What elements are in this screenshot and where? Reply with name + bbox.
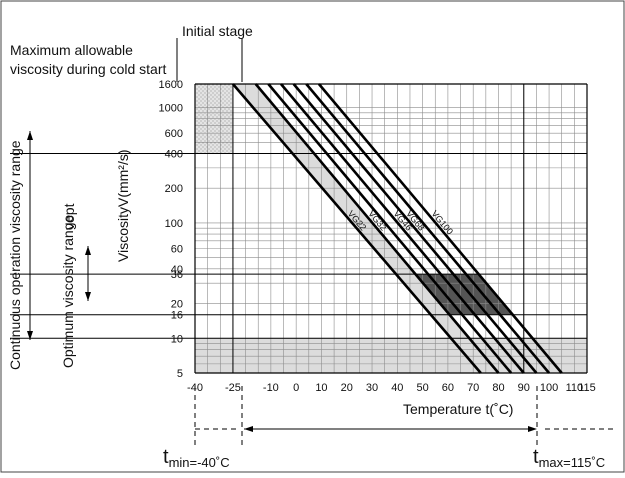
viscosity-line <box>256 84 499 373</box>
tmin-sub: min=-40˚C <box>169 455 230 470</box>
y-tick-label: 1000 <box>159 103 183 115</box>
vg22-vg32-band <box>233 84 499 373</box>
x-tick-label: 80 <box>492 382 504 394</box>
x-axis-title: Temperature t(˚C) <box>403 401 513 417</box>
operating-range-arrow-right <box>528 426 537 432</box>
y-tick-label: 200 <box>165 183 183 195</box>
tmin-label: tmin=-40˚C <box>163 446 230 470</box>
viscosity-line <box>268 84 511 373</box>
optimum-range-arrow-up <box>85 246 91 255</box>
operating-range-arrow-left <box>244 426 253 432</box>
y-axis-title: ViscosityV(mm²/s) <box>115 149 131 262</box>
y-axis-title-text: Viscosity <box>115 207 131 262</box>
x-tick-label: 40 <box>391 382 403 394</box>
y-tick-label: 36 <box>171 269 183 281</box>
x-tick-label: 50 <box>416 382 428 394</box>
tmax-label: tmax=115˚C <box>533 446 605 470</box>
viscosity-line <box>281 84 524 373</box>
x-tick-label: 20 <box>341 382 353 394</box>
y-tick-label: 16 <box>171 310 183 322</box>
y-tick-label: 100 <box>165 218 183 230</box>
x-tick-label: 90 <box>518 382 530 394</box>
x-tick-label: 0 <box>293 382 299 394</box>
y-tick-label: 10 <box>171 333 183 345</box>
tmax-sub: max=115˚C <box>539 455 606 470</box>
y-tick-label: 1600 <box>159 79 183 91</box>
x-tick-label: 70 <box>467 382 479 394</box>
x-tick-label: -25 <box>225 382 241 394</box>
nu-opt-label: νopt <box>61 203 77 230</box>
optimum-range-arrow-down <box>85 292 91 301</box>
y-tick-label: 600 <box>165 128 183 140</box>
viscosity-line <box>306 84 549 373</box>
x-tick-label: 30 <box>366 382 378 394</box>
x-tick-label: 100 <box>540 382 558 394</box>
x-tick-label: 60 <box>442 382 454 394</box>
y-axis-unit: V(mm²/s) <box>115 149 131 207</box>
initial-stage-label: Initial stage <box>182 23 253 39</box>
max-viscosity-label-line1: Maximum allowable <box>10 42 133 58</box>
continuous-range-label: Continuous operation viscosity range <box>7 140 23 370</box>
x-tick-label: 10 <box>315 382 327 394</box>
y-tick-label: 60 <box>171 244 183 256</box>
max-viscosity-label-line2: viscosity during cold start <box>10 61 167 77</box>
viscosity-line <box>294 84 537 373</box>
optimum-range-label: Optimum viscosity range <box>60 215 76 368</box>
y-tick-label: 400 <box>165 148 183 160</box>
continuous-range-arrow-up <box>27 131 33 140</box>
x-tick-label: 115 <box>578 382 596 394</box>
x-tick-label: -10 <box>263 382 279 394</box>
y-tick-label: 5 <box>177 368 183 380</box>
